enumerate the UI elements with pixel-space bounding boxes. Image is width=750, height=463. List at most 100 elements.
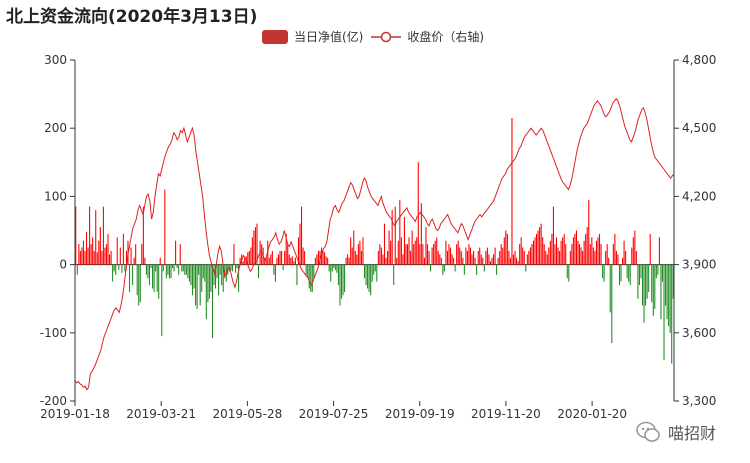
bar <box>181 264 183 272</box>
bar <box>652 264 654 316</box>
bar <box>377 250 379 265</box>
bar <box>162 264 164 272</box>
bar <box>514 250 516 265</box>
bar <box>634 230 636 265</box>
y-left-tick-label: 100 <box>44 189 67 203</box>
bar <box>477 250 479 265</box>
bar <box>666 264 668 320</box>
legend-bar-swatch <box>262 29 288 44</box>
bar <box>618 264 621 286</box>
bar <box>207 264 209 303</box>
bar <box>359 240 361 265</box>
bar <box>546 254 548 265</box>
bar <box>620 264 622 282</box>
legend-item-line[interactable]: 收盘价（右轴) <box>371 28 484 45</box>
bar <box>449 247 452 265</box>
bar <box>82 240 84 265</box>
bar <box>563 233 565 265</box>
bar <box>640 264 642 279</box>
bar <box>357 244 359 265</box>
bar <box>314 257 316 265</box>
bar <box>233 244 235 265</box>
bar <box>76 264 78 275</box>
bar <box>253 230 255 265</box>
bar <box>142 206 144 265</box>
bar <box>250 247 252 265</box>
bar <box>574 233 576 265</box>
bar <box>213 264 215 286</box>
bar <box>258 264 260 279</box>
bar <box>322 250 324 265</box>
bar <box>611 264 613 344</box>
y-left-tick-label: 0 <box>59 258 67 272</box>
bar <box>201 264 203 292</box>
bar <box>419 244 421 265</box>
bar <box>339 264 341 306</box>
bar <box>671 264 673 364</box>
bar <box>81 247 83 265</box>
bar <box>665 264 667 306</box>
bar <box>628 264 630 282</box>
bar <box>529 247 531 265</box>
bar <box>334 264 336 271</box>
bar <box>210 264 212 292</box>
bar <box>579 244 581 265</box>
bar <box>340 264 343 299</box>
bar <box>333 264 335 269</box>
watermark: 喵招财 <box>634 418 716 446</box>
bar <box>112 264 114 282</box>
bar <box>150 264 152 269</box>
bar <box>399 199 401 265</box>
bar <box>655 264 657 279</box>
bar <box>95 210 97 265</box>
bar <box>548 247 550 265</box>
bar <box>215 264 217 289</box>
bar <box>302 247 304 265</box>
bar <box>417 162 419 265</box>
bar <box>492 254 495 265</box>
bar <box>483 264 485 272</box>
bar <box>128 264 131 292</box>
bar <box>486 247 488 265</box>
bar <box>612 244 614 265</box>
bar <box>531 244 533 265</box>
bar <box>273 264 275 275</box>
bar <box>93 250 95 265</box>
bar <box>668 264 670 326</box>
bar <box>285 233 287 265</box>
bar <box>462 257 464 265</box>
bar <box>569 250 571 265</box>
bar <box>572 237 574 265</box>
bar <box>148 264 151 286</box>
bar <box>115 264 117 275</box>
bar <box>491 257 493 265</box>
bar <box>231 264 233 272</box>
bar <box>532 240 535 265</box>
bar <box>543 244 545 265</box>
bar <box>497 257 499 265</box>
bar <box>105 244 108 265</box>
bar <box>479 247 481 265</box>
bar <box>402 254 404 265</box>
bar <box>307 264 309 279</box>
bar <box>279 250 281 265</box>
x-tick-label: 2019-01-18 <box>40 407 110 421</box>
bar <box>265 257 267 265</box>
legend-bar-label: 当日净值(亿) <box>294 30 364 44</box>
bar <box>420 203 422 265</box>
bar <box>469 247 472 265</box>
bar <box>274 264 276 282</box>
bar <box>463 264 465 275</box>
bar <box>356 254 358 265</box>
bar <box>116 237 118 265</box>
bar <box>669 264 671 333</box>
bar <box>471 254 473 265</box>
bar <box>537 230 539 265</box>
bar <box>211 264 214 339</box>
bar <box>555 237 558 265</box>
bar <box>595 240 597 265</box>
bar <box>385 257 387 265</box>
legend-item-bar[interactable]: 当日净值(亿) <box>262 28 363 45</box>
bar <box>379 244 381 265</box>
bar <box>368 264 370 292</box>
